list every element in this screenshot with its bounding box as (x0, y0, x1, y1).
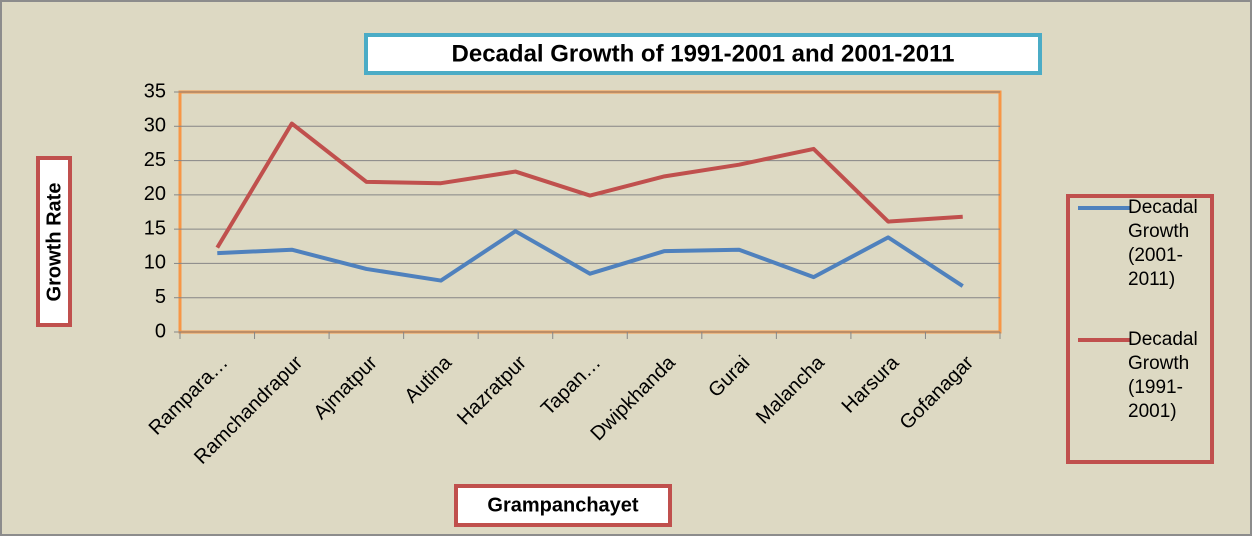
legend-box (1066, 194, 1214, 464)
legend-label: Decadal Growth (1991-2001) (1128, 329, 1198, 422)
y-axis-label: Growth Rate (43, 183, 65, 302)
y-tick-label: 30 (144, 115, 166, 137)
y-tick-label: 25 (144, 149, 166, 171)
y-tick-label: 0 (155, 320, 166, 342)
legend-label: Decadal Growth (2001-2011) (1128, 197, 1198, 290)
chart-title: Decadal Growth of 1991-2001 and 2001-201… (452, 40, 955, 67)
title-box (364, 33, 1042, 75)
y-tick-label: 20 (144, 183, 166, 205)
series-line (215, 121, 963, 249)
y-tick-label: 15 (144, 217, 166, 239)
y-tick-label: 10 (144, 252, 166, 274)
y-tick-label: 35 (144, 80, 166, 102)
y-label-box (36, 156, 72, 327)
x-label-box (454, 484, 672, 527)
series-line (217, 229, 964, 288)
legend-entry: Decadal Growth (1991-2001) (1128, 329, 1198, 422)
legend-entry: Decadal Growth (2001-2011) (1128, 197, 1198, 290)
y-tick-label: 5 (155, 286, 166, 308)
x-axis-label: Grampanchayet (487, 494, 639, 516)
